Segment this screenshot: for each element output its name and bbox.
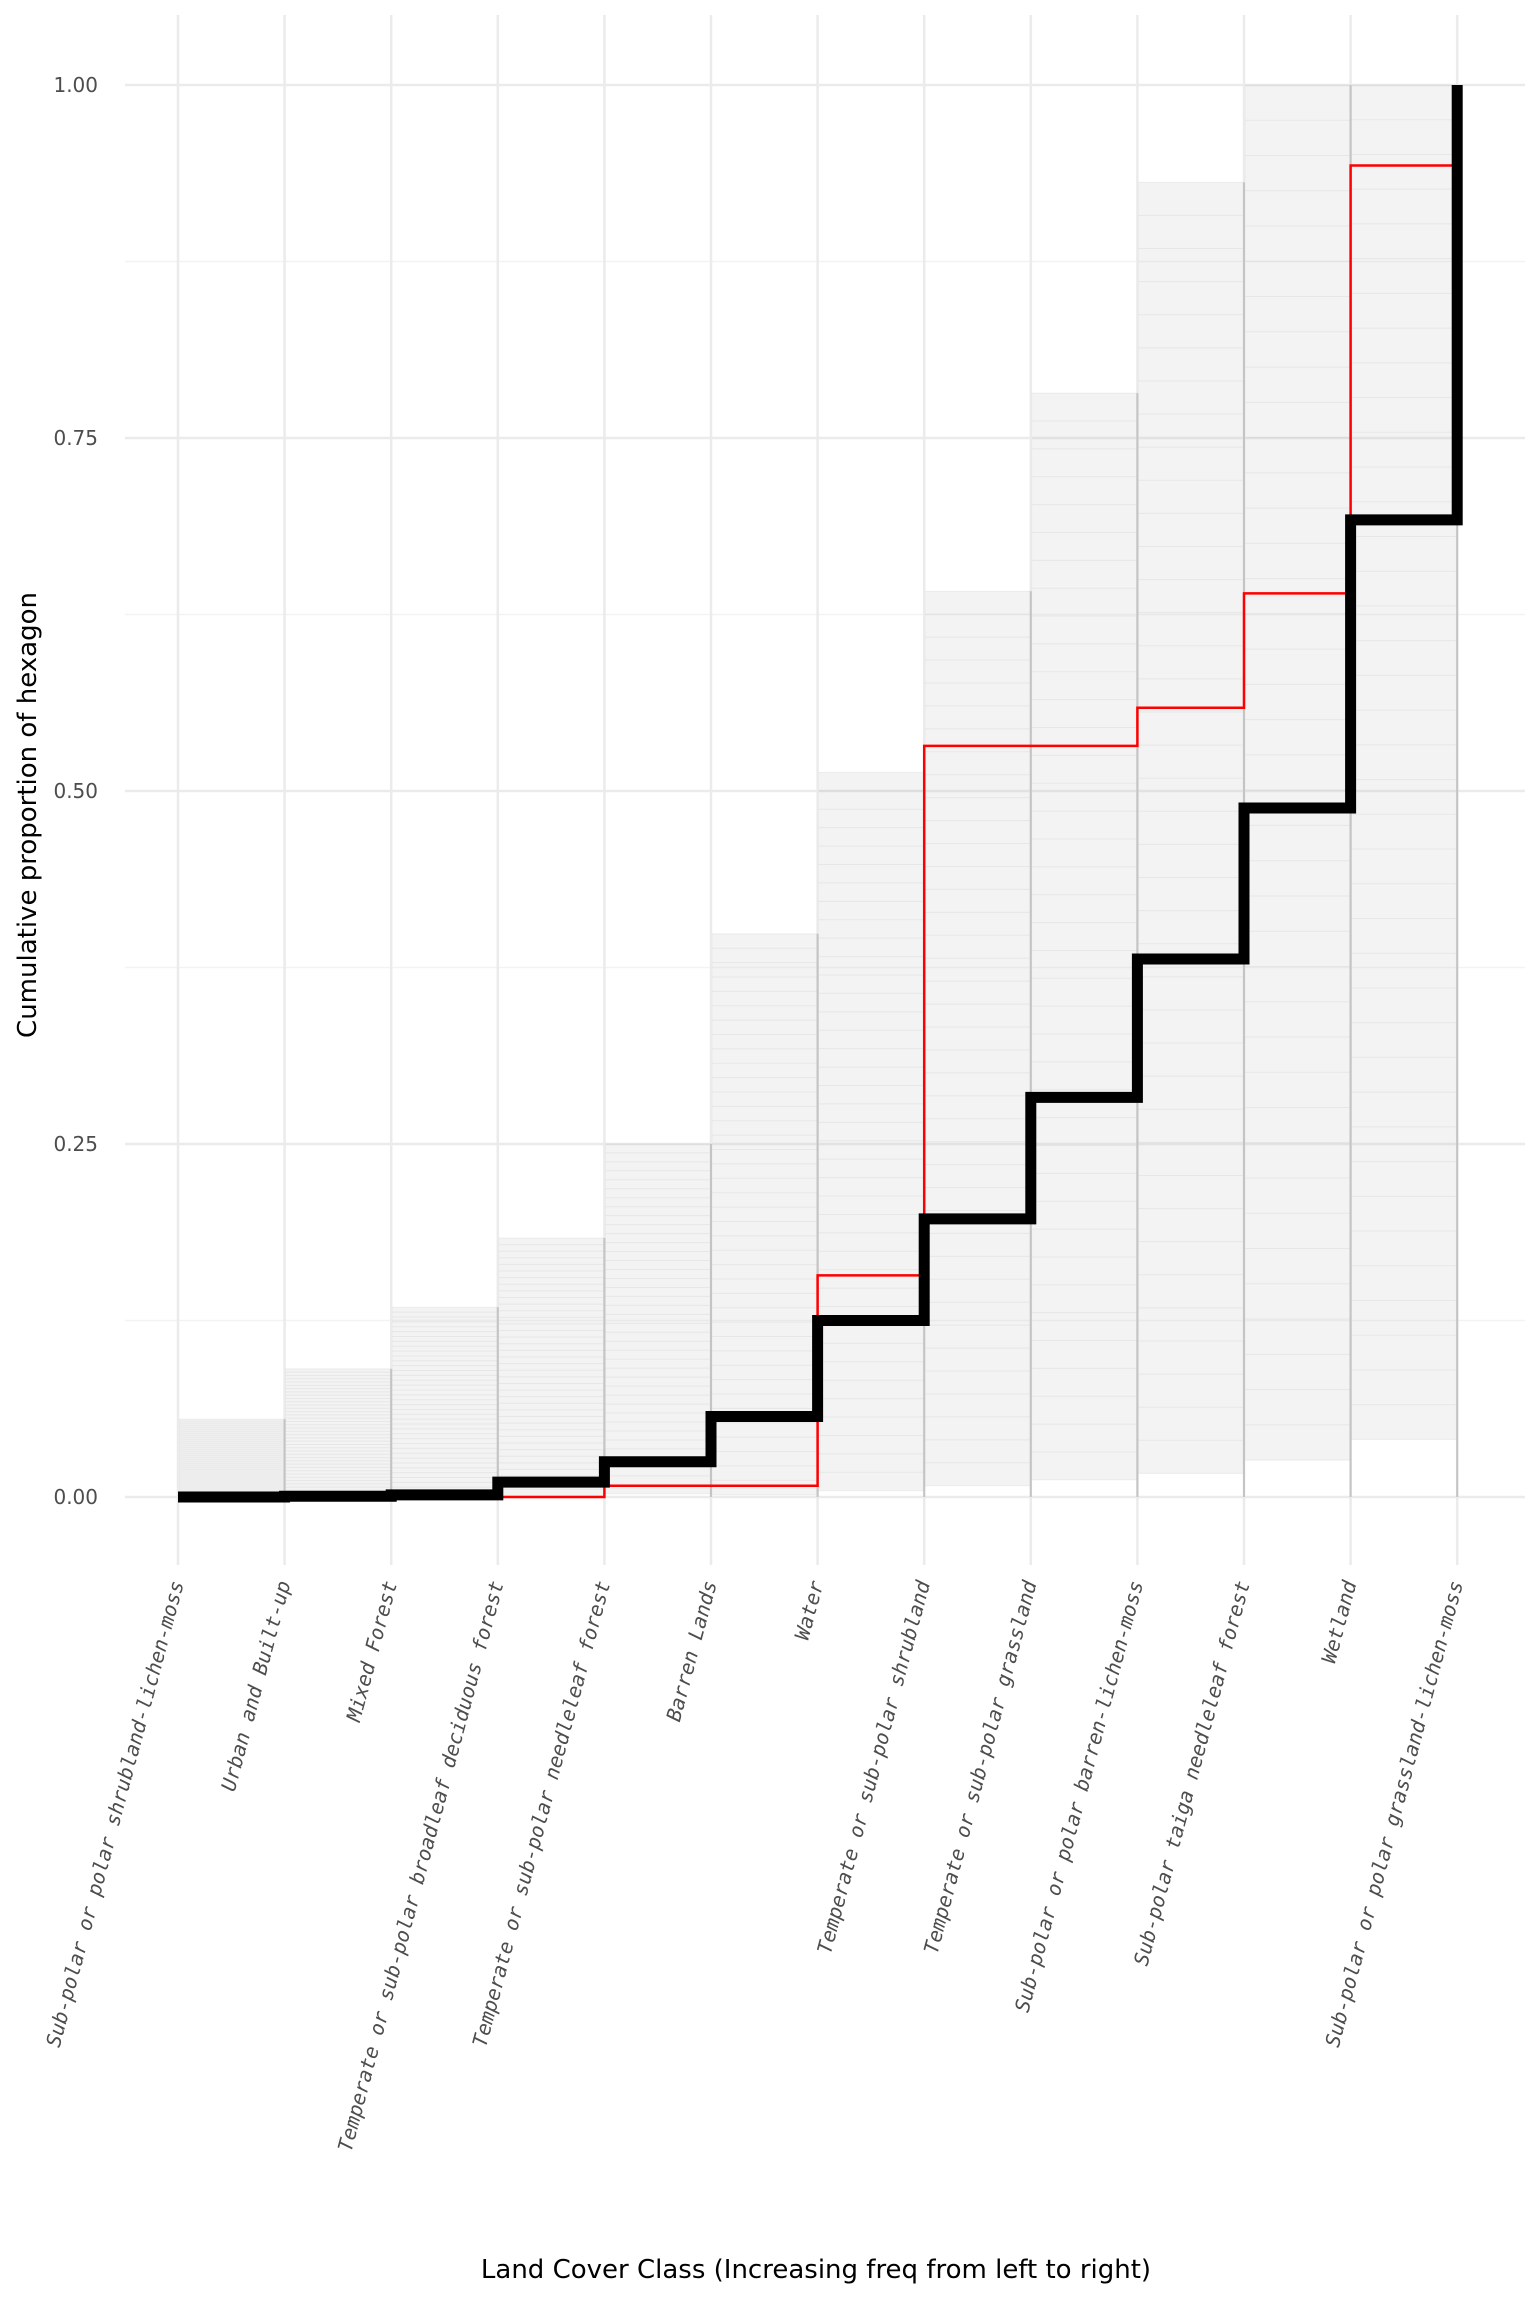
- y-tick-labels: 0.00 0.25 0.50 0.75 1.00: [53, 73, 98, 1509]
- hexagon-line-band: [1031, 393, 1138, 1480]
- x-axis-title: Land Cover Class (Increasing freq from l…: [481, 2255, 1151, 2285]
- series-line-black: [178, 85, 1463, 1503]
- hexagon-line-band: [285, 1368, 392, 1497]
- hexagon-line-band: [925, 591, 1031, 1486]
- x-tick-label: Temperate or sub-polar shrubland: [812, 1577, 935, 1956]
- hexagon-line-band: [712, 933, 818, 1495]
- hexagon-line-band: [818, 772, 925, 1491]
- x-tick-label: Barren Lands: [661, 1578, 722, 1724]
- hexagon-lines-layer: [179, 84, 1459, 1498]
- hexagon-line-band: [1138, 182, 1244, 1474]
- y-tick-label: 0.25: [53, 1132, 98, 1156]
- y-tick-label: 0.00: [53, 1485, 98, 1509]
- x-tick-label: Water: [790, 1578, 829, 1642]
- y-tick-label: 1.00: [53, 73, 98, 97]
- x-tick-label: Temperate or sub-polar grassland: [919, 1577, 1042, 1956]
- hexagon-line-band: [1245, 85, 1351, 1461]
- series-line-red: [178, 85, 1459, 1499]
- hexagon-line-band: [179, 1419, 285, 1497]
- x-tick-label: Sub-polar or polar shrubland-lichen-moss: [41, 1578, 189, 2049]
- x-tick-label: Mixed Forest: [341, 1578, 402, 1725]
- x-tick-labels: Sub-polar or polar shrubland-lichen-moss…: [41, 1577, 1468, 2154]
- hexagon-line-band: [605, 1143, 711, 1494]
- hexagon-line-band: [392, 1307, 498, 1497]
- x-tick-label: Sub-polar taiga needleleaf forest: [1129, 1578, 1255, 1968]
- y-tick-label: 0.50: [53, 779, 98, 803]
- x-tick-label: Wetland: [1316, 1577, 1361, 1666]
- x-tick-label: Urban and Built-up: [216, 1578, 295, 1794]
- series-layer: [178, 85, 1463, 1503]
- y-axis-title: Cumulative proportion of hexagon: [13, 592, 43, 1038]
- hexagon-line-band: [498, 1237, 605, 1496]
- y-tick-label: 0.75: [53, 426, 98, 450]
- x-tick-label: Sub-polar or polar barren-lichen-moss: [1010, 1578, 1148, 2015]
- hexagon-line-band: [1351, 85, 1458, 1440]
